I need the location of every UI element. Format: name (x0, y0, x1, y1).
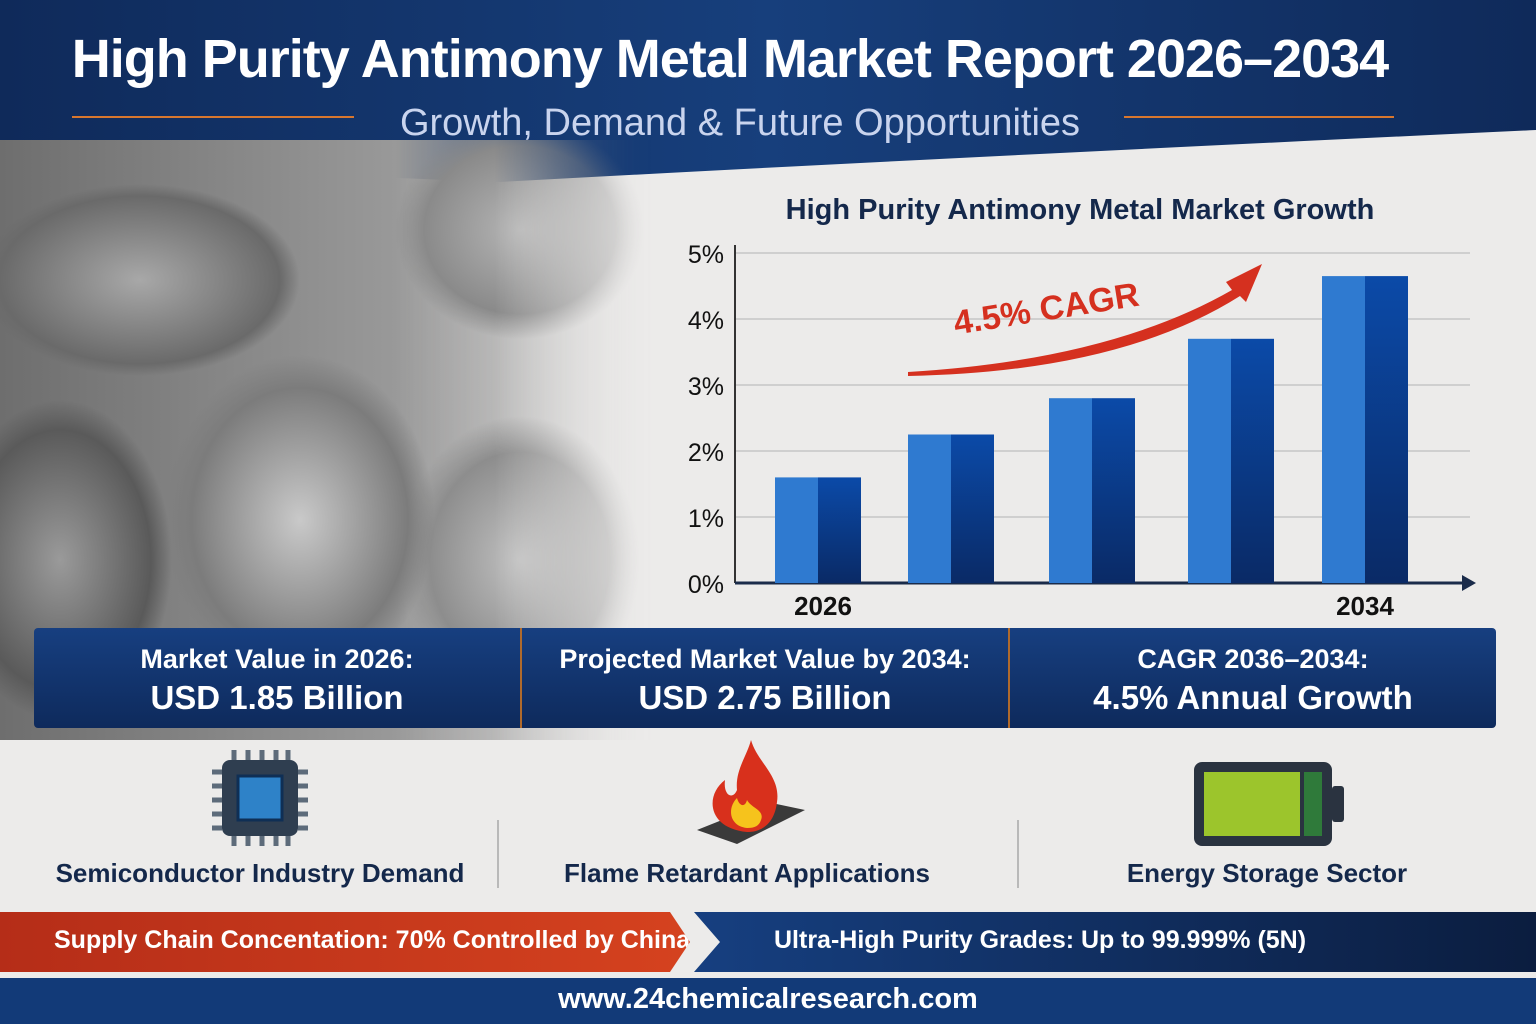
ribbon-text: Supply Chain Concentation: 70% Controlle… (54, 926, 691, 954)
y-tick-label: 5% (688, 241, 724, 269)
divider (72, 116, 354, 118)
y-tick-label: 3% (688, 373, 724, 401)
y-tick-label: 1% (688, 505, 724, 533)
page-title: High Purity Antimony Metal Market Report… (71, 29, 1389, 89)
y-tick-label: 0% (688, 571, 724, 599)
stat-market-value-2026: Market Value in 2026: USD 1.85 Billion (34, 628, 520, 728)
fire-icon (697, 740, 805, 844)
website-link[interactable]: www.24chemicalresearch.com (558, 983, 978, 1015)
page-subtitle: Growth, Demand & Future Opportunities (399, 102, 1081, 144)
feature-flame-retardant: Flame Retardant Applications (537, 740, 957, 888)
bar (951, 434, 994, 583)
y-tick-label: 4% (688, 307, 724, 335)
divider (1124, 116, 1394, 118)
stat-projected-value-2034: Projected Market Value by 2034: USD 2.75 … (520, 628, 1008, 728)
chip-icon (212, 750, 308, 846)
ribbon-text: Ultra-High Purity Grades: Up to 99.999% … (774, 926, 1307, 954)
y-tick-label: 2% (688, 439, 724, 467)
bar (818, 477, 861, 583)
x-tick-label: 2026 (794, 591, 852, 621)
stats-band: Market Value in 2026: USD 1.85 Billion Pr… (34, 628, 1496, 728)
footer: www.24chemicalresearch.com (0, 978, 1536, 1024)
purity-grade-ribbon: Ultra-High Purity Grades: Up to 99.999% … (694, 912, 1536, 972)
header-banner (0, 0, 1536, 182)
bar (1231, 338, 1274, 583)
supply-chain-ribbon: Supply Chain Concentation: 70% Controlle… (0, 912, 690, 972)
stat-cagr: CAGR 2036–2034: 4.5% Annual Growth (1008, 628, 1496, 728)
growth-arrow (908, 264, 1262, 376)
stat-label: CAGR 2036–2034: (1137, 644, 1369, 674)
x-tick-label: 2034 (1336, 591, 1394, 621)
stat-label: Projected Market Value by 2034: (559, 644, 971, 674)
bar (1092, 398, 1135, 583)
cagr-annotation: 4.5% CAGR (951, 276, 1142, 343)
stat-value: USD 2.75 Billion (638, 679, 892, 716)
stat-label: Market Value in 2026: (140, 644, 414, 674)
feature-label: Energy Storage Sector (1126, 858, 1408, 888)
x-axis-arrow (1462, 575, 1476, 591)
stat-value: 4.5% Annual Growth (1093, 679, 1413, 716)
feature-semiconductor: Semiconductor Industry Demand (50, 740, 470, 888)
feature-label: Flame Retardant Applications (564, 858, 930, 888)
feature-energy-storage: Energy Storage Sector (1057, 740, 1477, 888)
bar (908, 434, 951, 583)
bar (1365, 276, 1408, 583)
bar (775, 477, 818, 583)
divider (1017, 820, 1019, 888)
bar-chart: 0% 1% 2% 3% 4% 5% 2026 2034 4.5% CAGR (688, 241, 1476, 621)
divider (497, 820, 499, 888)
chart-title: High Purity Antimony Metal Market Growth (785, 194, 1375, 226)
battery-icon (1194, 762, 1344, 846)
bar (1049, 398, 1092, 583)
bar (1322, 276, 1365, 583)
stat-value: USD 1.85 Billion (150, 679, 404, 716)
bar (1188, 338, 1231, 583)
feature-label: Semiconductor Industry Demand (55, 858, 465, 888)
